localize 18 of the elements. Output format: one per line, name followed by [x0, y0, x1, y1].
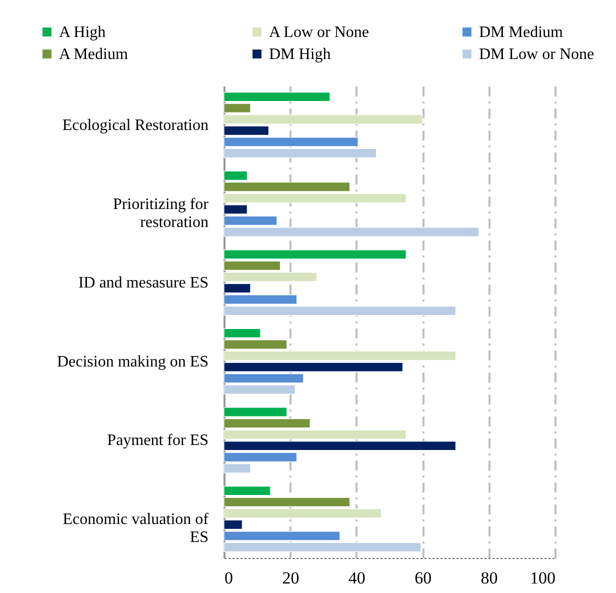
x-tick-label: 60	[414, 568, 432, 588]
legend-label: DM Low or None	[479, 46, 594, 63]
legend-label: DM High	[269, 46, 331, 63]
y-tick-label: Decision making on ES	[56, 353, 208, 370]
legend-label: A High	[59, 24, 106, 41]
y-tick-label: Ecological Restoration	[62, 117, 208, 134]
y-tick-label: Payment for ES	[107, 432, 208, 450]
x-tick-label: 80	[480, 568, 498, 588]
y-tick-label: Economic valuation of ES	[62, 510, 210, 546]
x-tick-label: 40	[348, 568, 366, 588]
legend-label: A Medium	[59, 46, 128, 63]
x-tick-label: 20	[282, 568, 300, 588]
y-tick-label: Prioritizing for restoration	[112, 196, 210, 231]
legend-label: DM Medium	[479, 24, 564, 41]
y-tick-label: ID and mesasure ES	[78, 274, 208, 292]
x-tick-label: 100	[530, 568, 556, 588]
x-tick-label: 0	[224, 568, 233, 588]
legend-label: A Low or None	[269, 24, 369, 41]
